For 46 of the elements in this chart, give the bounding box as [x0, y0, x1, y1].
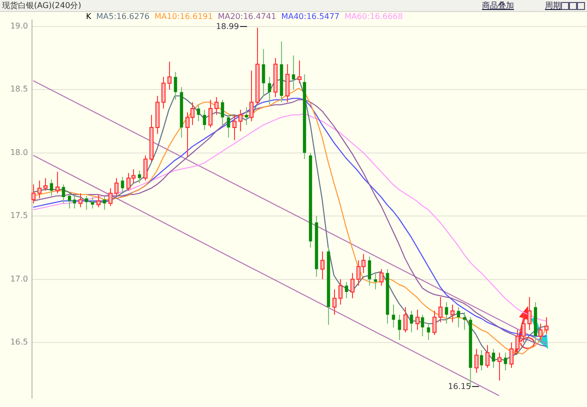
- candlestick: [368, 256, 372, 286]
- y-tick-label: 19.0: [10, 21, 28, 30]
- legend-title: K: [86, 12, 92, 21]
- candlestick: [426, 323, 430, 341]
- candlestick: [268, 76, 272, 106]
- candlestick: [462, 312, 466, 330]
- annotation: 16.15: [448, 382, 471, 391]
- text: 商品叠加: [482, 0, 514, 11]
- chart-title: 现货白银(AG)(240分): [2, 0, 82, 11]
- candlestick: [262, 48, 266, 96]
- candlestick: [492, 348, 496, 368]
- candlestick: [196, 104, 200, 122]
- y-tick-label: 17.5: [10, 211, 28, 220]
- candlestick: [244, 106, 248, 126]
- text: MA40:16.5477: [281, 12, 340, 21]
- candlestick: [174, 71, 178, 100]
- annotation: 18.99: [216, 22, 239, 31]
- candlestick: [504, 352, 508, 371]
- candlestick: [202, 109, 206, 131]
- candlestick: [90, 196, 94, 209]
- candlestick: [62, 184, 66, 204]
- text: MA20:16.4741: [218, 12, 276, 21]
- y-tick-label: 16.5: [10, 338, 28, 347]
- candlestick: [120, 176, 124, 193]
- y-tick-label: 18.0: [10, 148, 28, 157]
- candlestick: [392, 304, 396, 328]
- text: MA60:16.6668: [344, 12, 403, 21]
- candlestick: [398, 314, 402, 341]
- y-tick-label: 18.5: [10, 84, 28, 94]
- text: MA5:16.6276: [96, 12, 150, 21]
- candlestick: [68, 192, 72, 209]
- candlestick: [226, 114, 230, 138]
- candlestick: [220, 99, 224, 126]
- candlestick: [410, 310, 414, 333]
- text: 周期: [545, 0, 561, 11]
- y-tick-label: 17.0: [10, 274, 28, 284]
- candlestick: [50, 178, 54, 196]
- candlestick: [420, 314, 424, 337]
- candlestick: [374, 272, 378, 290]
- text: MA10:16.6191: [154, 12, 213, 21]
- candlestick: [444, 302, 448, 324]
- candlestick: [72, 195, 76, 209]
- candlestick: [102, 195, 106, 210]
- candlestick: [344, 281, 348, 299]
- candlestick: [292, 54, 296, 90]
- candlestick: [480, 350, 484, 371]
